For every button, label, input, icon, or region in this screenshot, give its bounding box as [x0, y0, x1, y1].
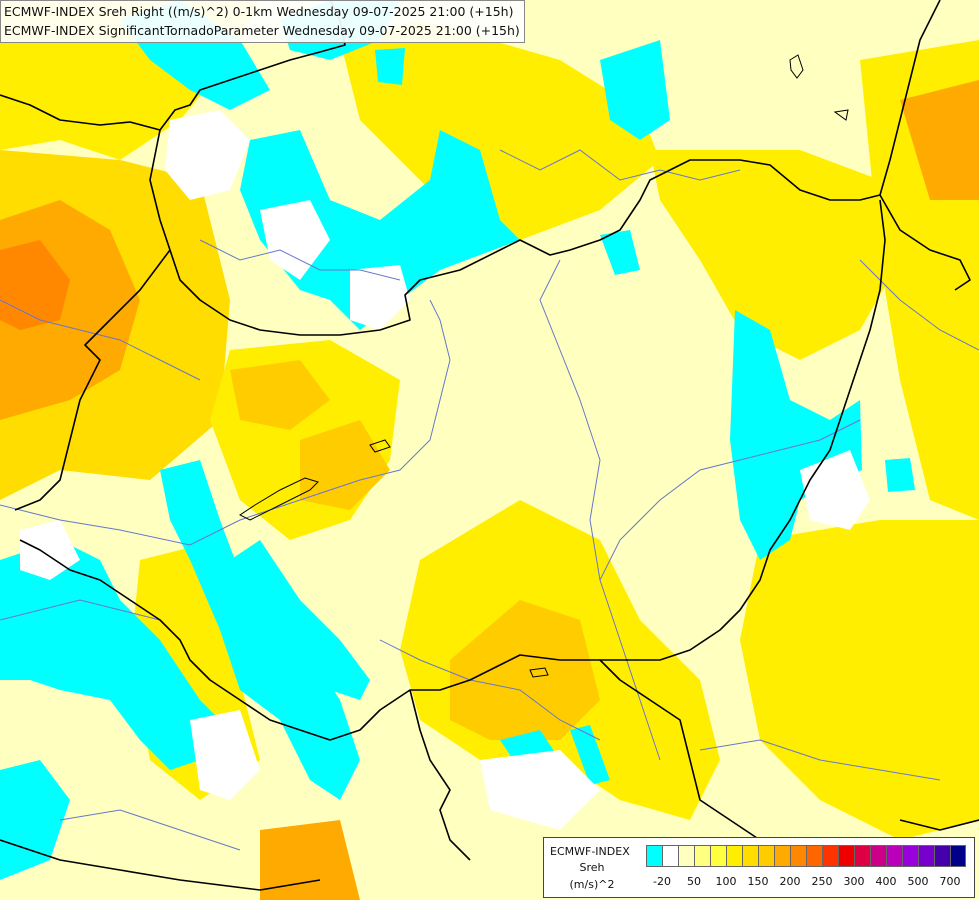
legend-swatch [918, 846, 934, 866]
white-sw [190, 710, 260, 800]
legend-tick-label: 250 [811, 875, 833, 888]
legend-swatch [822, 846, 838, 866]
legend-swatch [742, 846, 758, 866]
river-south-west [0, 599, 161, 621]
white-south [480, 750, 600, 830]
cyan-diagonal [230, 540, 370, 700]
border-czech-slovak [149, 129, 971, 336]
white-west [20, 520, 80, 580]
legend-swatch [886, 846, 902, 866]
river-west [0, 299, 201, 381]
sreh-orange-south [450, 600, 600, 740]
cyan-south-right [570, 725, 610, 785]
river-tisza [539, 259, 661, 761]
legend-swatch [758, 846, 774, 866]
river-se [699, 739, 941, 781]
cyan-east [730, 310, 862, 560]
cyan-small-2 [600, 230, 640, 275]
map-title-stp: ECMWF-INDEX SignificantTornadoParameter … [4, 23, 520, 38]
legend-tick-label: 400 [875, 875, 897, 888]
legend-swatch [646, 846, 662, 866]
legend-swatch [678, 846, 694, 866]
river-north-1 [199, 239, 401, 281]
white-center [260, 200, 330, 280]
border-south [599, 659, 761, 841]
sreh-orange-center-west [230, 360, 330, 430]
legend-swatch [694, 846, 710, 866]
legend-parameter: Sreh [579, 861, 605, 874]
legend-tick-label: 300 [843, 875, 865, 888]
legend-swatch [934, 846, 950, 866]
river-north-2 [499, 149, 741, 181]
white-north [165, 110, 250, 200]
legend-swatch [774, 846, 790, 866]
lake-balaton [239, 477, 319, 521]
sreh-orange-center [300, 420, 390, 510]
border-sw [0, 839, 321, 891]
rivers [0, 149, 979, 851]
legend-swatch [662, 846, 678, 866]
legend-swatch [726, 846, 742, 866]
legend-swatch [870, 846, 886, 866]
sreh-zero-layer [20, 110, 870, 830]
map-title-sreh: ECMWF-INDEX Sreh Right ((m/s)^2) 0-1km W… [4, 4, 514, 19]
sreh-orange-east [900, 80, 979, 200]
border-austria [14, 249, 171, 511]
legend-tick-label: 150 [747, 875, 769, 888]
legend-tick-label: 200 [779, 875, 801, 888]
legend-swatch [838, 846, 854, 866]
legend-swatch [950, 846, 966, 866]
legend-swatch [854, 846, 870, 866]
lakes [239, 54, 849, 678]
legend-swatch [790, 846, 806, 866]
lake-small-4 [833, 109, 849, 121]
cyan-west-south [0, 540, 230, 770]
lake-small-1 [369, 439, 391, 453]
border-se [899, 819, 979, 831]
legend-tick-label: 100 [715, 875, 737, 888]
color-legend: ECMWF-INDEX Sreh (m/s)^2 -20 50 100 150 200 2… [543, 837, 975, 898]
border-hungary-romania [19, 199, 886, 741]
lake-small-3 [529, 667, 549, 678]
sreh-orange-se [260, 820, 360, 900]
legend-swatch [710, 846, 726, 866]
border-north [0, 0, 346, 131]
map-title-box: ECMWF-INDEX Sreh Right ((m/s)^2) 0-1km W… [0, 0, 525, 43]
legend-tick-label: -20 [653, 875, 671, 888]
legend-swatches [646, 845, 966, 867]
legend-unit: (m/s)^2 [569, 878, 615, 891]
river-south [379, 639, 601, 741]
sreh-orange-west-core [0, 240, 70, 330]
cyan-center-south [160, 460, 360, 800]
cyan-sw-lower [0, 760, 70, 880]
legend-tick-label: 500 [907, 875, 929, 888]
cyan-north-right [600, 40, 670, 140]
legend-swatch [902, 846, 918, 866]
legend-tick-label: 700 [939, 875, 961, 888]
legend-model: ECMWF-INDEX [550, 845, 630, 858]
cyan-north-center [240, 130, 520, 330]
cyan-small-1 [375, 48, 405, 85]
legend-swatch [806, 846, 822, 866]
legend-tick-label: 50 [687, 875, 701, 888]
sreh-yellow-se [740, 520, 979, 840]
white-center-2 [350, 265, 410, 330]
sreh-negative-layer [0, 0, 915, 880]
border-east [879, 0, 941, 196]
lake-small-2 [789, 54, 804, 79]
sreh-yellow-north [340, 20, 660, 240]
river-east-2 [859, 259, 979, 351]
sreh-yellow-ne [650, 150, 900, 360]
river-sw-low [59, 809, 241, 851]
cyan-east-small [885, 458, 915, 492]
river-danube [0, 299, 451, 546]
border-serbia [409, 689, 471, 861]
river-east [599, 419, 861, 581]
